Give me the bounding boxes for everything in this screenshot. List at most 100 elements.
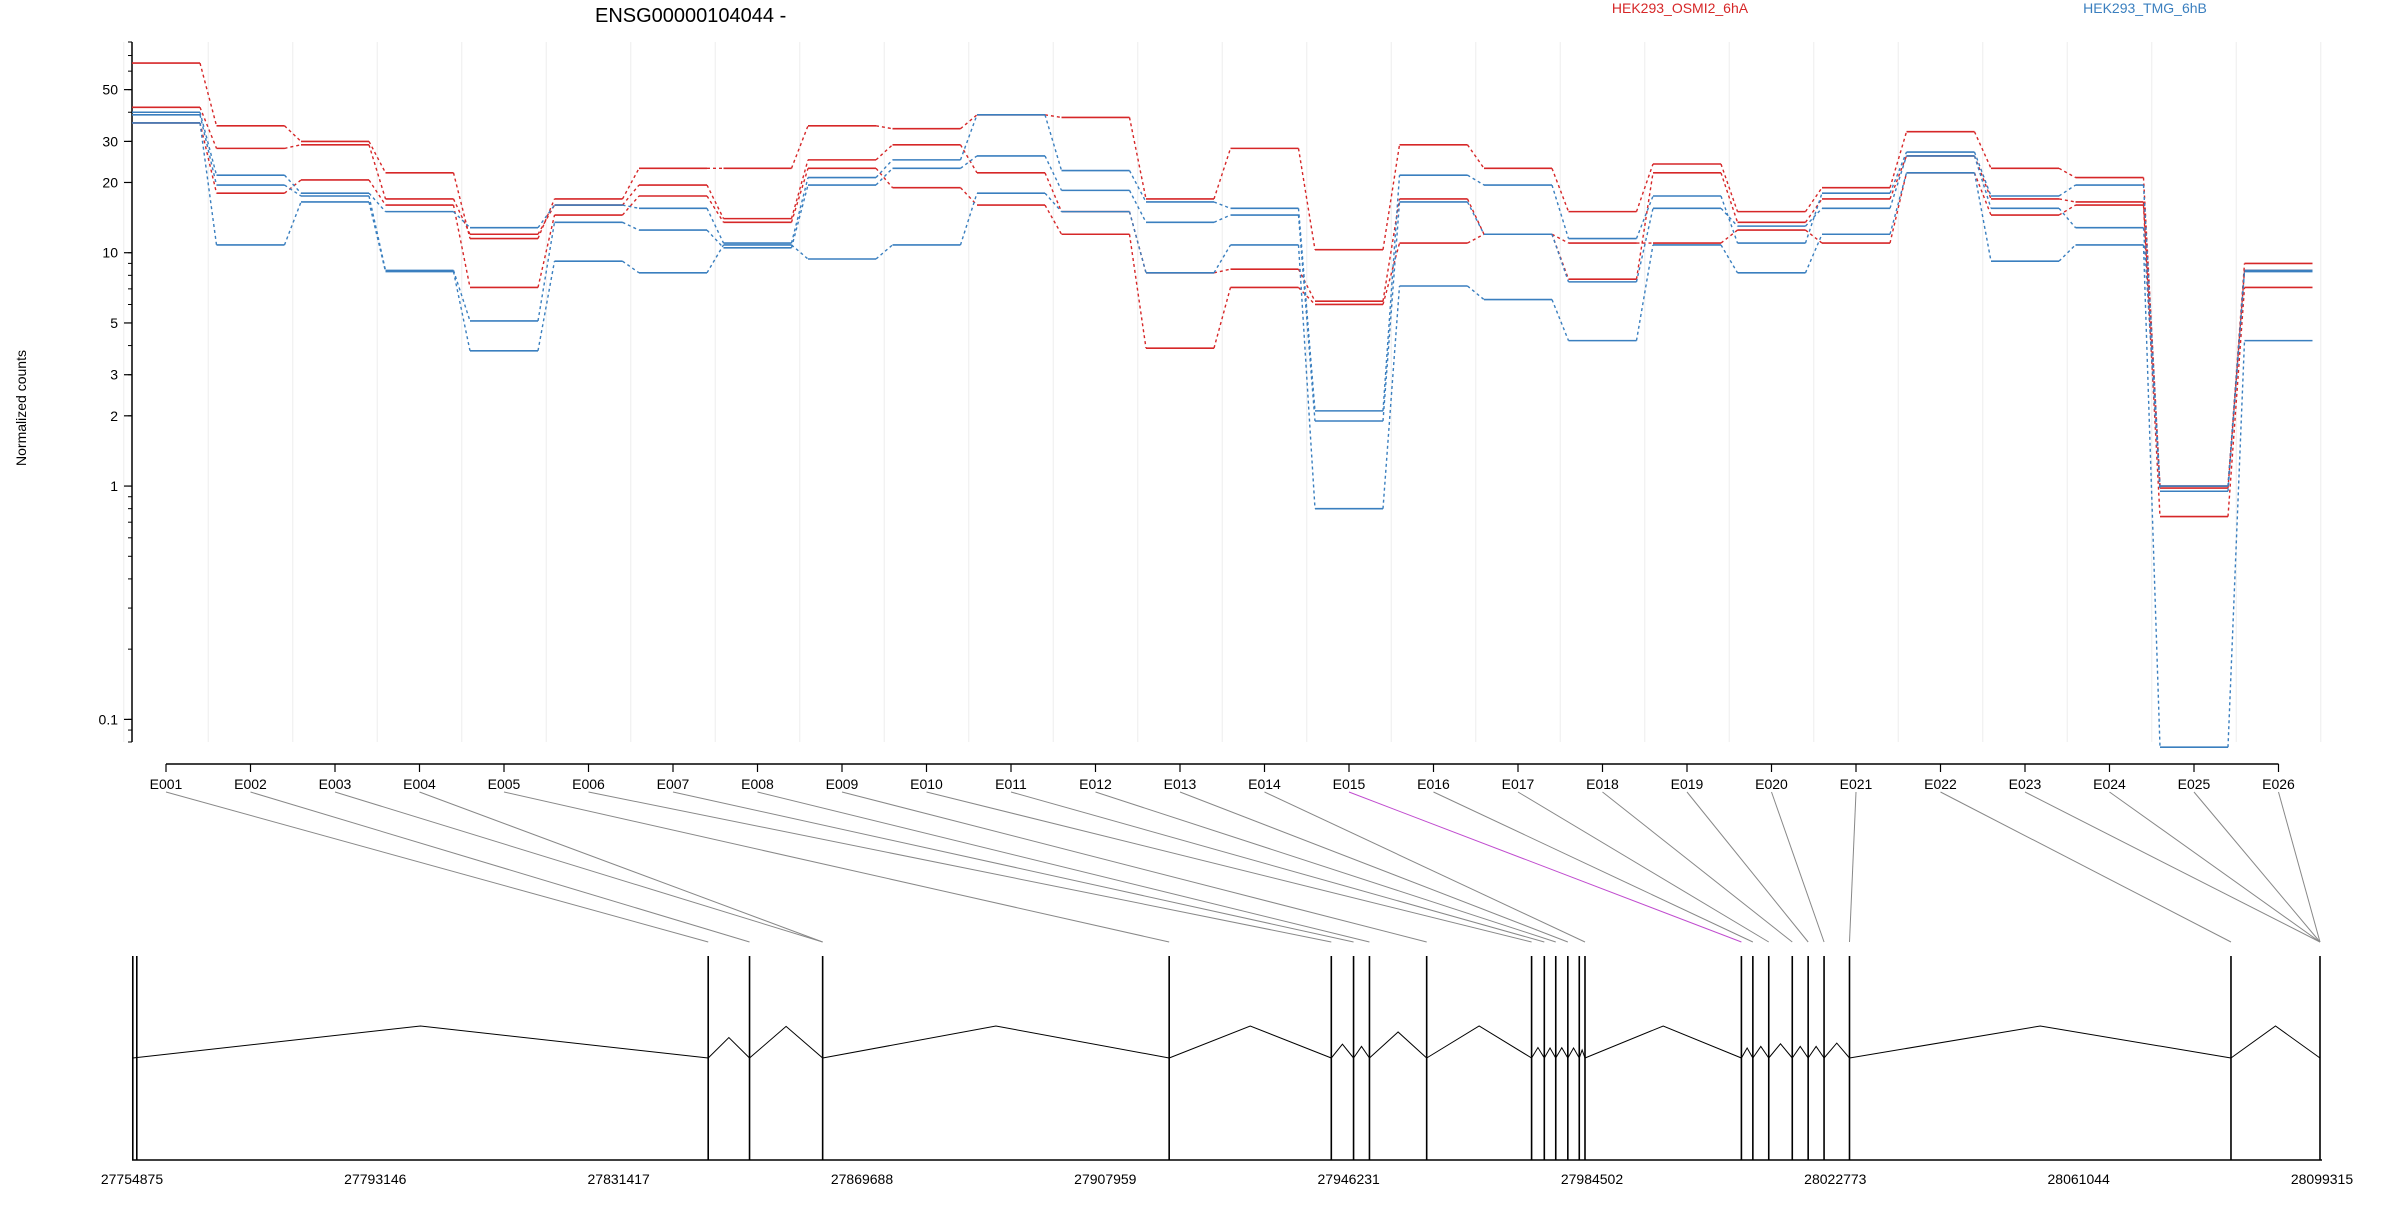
y-axis: 0.1 1 2 3 5 10 20 30 50 bbox=[99, 41, 133, 743]
intron-line bbox=[1584, 1025, 1742, 1059]
legend-label-osmi2: HEK293_OSMI2_6hA bbox=[1612, 0, 1749, 16]
series-connector bbox=[706, 208, 725, 244]
series-connector bbox=[1382, 201, 1401, 422]
intron-line bbox=[1369, 1031, 1428, 1059]
series-connector bbox=[1213, 268, 1231, 274]
x-tick-label: E015 bbox=[1333, 776, 1366, 792]
intron-line bbox=[1353, 1045, 1370, 1059]
x-tick-label: E023 bbox=[2009, 776, 2042, 792]
series-connector bbox=[1551, 234, 1570, 283]
exon-connector bbox=[1771, 791, 1825, 943]
x-tick-label: E017 bbox=[1502, 776, 1535, 792]
series-connector bbox=[199, 62, 218, 126]
series-connector bbox=[1720, 172, 1739, 223]
series-connector bbox=[1720, 163, 1739, 212]
gene-model bbox=[131, 956, 2321, 1160]
series-connector bbox=[875, 159, 894, 179]
series-connector bbox=[1213, 148, 1232, 200]
x-tick-label: E007 bbox=[657, 776, 690, 792]
series-connector bbox=[283, 174, 302, 194]
series-connector bbox=[368, 179, 387, 206]
series-connector bbox=[1297, 208, 1316, 411]
series-connector bbox=[790, 159, 809, 219]
series-connector bbox=[1635, 208, 1654, 283]
series-connector bbox=[368, 192, 387, 213]
x-tick-label: E020 bbox=[1755, 776, 1788, 792]
series-connector bbox=[452, 204, 471, 288]
series-connector bbox=[1720, 195, 1739, 244]
intron-line bbox=[1531, 1046, 1545, 1059]
series-connector bbox=[1213, 287, 1232, 349]
x-tick-label: E013 bbox=[1164, 776, 1197, 792]
intron-line bbox=[1555, 1046, 1569, 1059]
exon-connector bbox=[1940, 791, 2232, 943]
intron-line bbox=[1567, 1046, 1580, 1059]
series-connector bbox=[1551, 168, 1570, 212]
exon-connector bbox=[1264, 791, 1586, 943]
intron-line bbox=[1740, 1046, 1754, 1059]
series-connector bbox=[1382, 198, 1401, 302]
intron-line bbox=[132, 1025, 709, 1059]
series-connector bbox=[1044, 172, 1063, 212]
series-connector bbox=[537, 204, 556, 229]
series-connector bbox=[1804, 233, 1823, 274]
genomic-tick-label: 27946231 bbox=[1318, 1171, 1381, 1187]
genomic-tick-label: 27907959 bbox=[1074, 1171, 1137, 1187]
series-connector bbox=[2227, 270, 2246, 489]
series-connector bbox=[2058, 244, 2076, 262]
exon-connector bbox=[1602, 791, 1793, 943]
series-connector bbox=[1128, 211, 1147, 274]
x-tick-label: E018 bbox=[1586, 776, 1619, 792]
y-tick-label: 20 bbox=[102, 174, 118, 190]
genomic-tick-label: 27984502 bbox=[1561, 1171, 1624, 1187]
genomic-tick-label: 27831417 bbox=[588, 1171, 651, 1187]
x-tick-label: E011 bbox=[995, 776, 1027, 792]
x-tick-label: E009 bbox=[826, 776, 859, 792]
intron-line bbox=[1543, 1046, 1557, 1059]
exon-connector bbox=[757, 791, 1370, 943]
exon-connector bbox=[419, 791, 823, 943]
series-connector bbox=[284, 144, 302, 150]
y-axis-label: Normalized counts bbox=[13, 350, 29, 466]
series-connector bbox=[1804, 198, 1823, 223]
series-connector bbox=[706, 229, 725, 249]
genomic-tick-label: 28061044 bbox=[2048, 1171, 2111, 1187]
series-connector bbox=[452, 198, 471, 235]
genomic-tick-label: 27754875 bbox=[101, 1171, 164, 1187]
series-connector bbox=[1804, 187, 1823, 213]
exon-connector bbox=[1848, 791, 1857, 943]
series-connector bbox=[284, 125, 302, 142]
series-connector bbox=[875, 167, 894, 189]
series-connector bbox=[1635, 195, 1654, 239]
series-connector bbox=[2142, 227, 2161, 492]
series-connector bbox=[1044, 155, 1063, 191]
series-connector bbox=[790, 177, 809, 244]
series-connector bbox=[2058, 207, 2077, 229]
series-connector bbox=[453, 211, 471, 229]
series-connector bbox=[1635, 244, 1654, 341]
series-connector bbox=[621, 184, 640, 206]
series-connector bbox=[2227, 270, 2246, 492]
y-tick-label: 3 bbox=[110, 367, 118, 383]
series-connector bbox=[1044, 114, 1062, 119]
exon-connector bbox=[1179, 791, 1569, 943]
x-tick-label: E026 bbox=[2262, 776, 2295, 792]
series-connector bbox=[199, 114, 218, 186]
series-connector bbox=[1720, 207, 1739, 227]
genomic-tick-label: 27793146 bbox=[344, 1171, 407, 1187]
series-connector bbox=[1889, 155, 1908, 200]
series-connector bbox=[2058, 198, 2076, 203]
legend-label-tmg: HEK293_TMG_6hB bbox=[2083, 0, 2207, 16]
series-connector bbox=[452, 271, 471, 351]
series-connector bbox=[1382, 242, 1401, 305]
series-connector bbox=[199, 107, 218, 149]
series-connector bbox=[1973, 131, 1992, 169]
exon-connector bbox=[250, 791, 750, 943]
exon-connector bbox=[2109, 791, 2321, 943]
series-connector bbox=[2227, 287, 2246, 517]
exon-connector bbox=[588, 791, 1332, 943]
exon-connector bbox=[1517, 791, 1770, 943]
exon-connector bbox=[672, 791, 1354, 943]
series-connector bbox=[1973, 151, 1992, 197]
series-connector bbox=[1889, 172, 1908, 235]
